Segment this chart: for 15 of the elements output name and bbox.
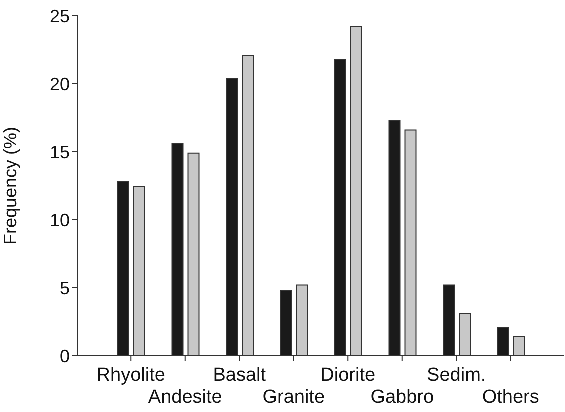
y-tick-label: 25 (50, 6, 70, 26)
y-tick-label: 10 (50, 210, 70, 230)
x-tick-label: Others (482, 387, 540, 408)
x-tick-label: Gabbro (370, 387, 434, 408)
x-tick-label: Granite (262, 387, 326, 408)
x-tick-label: Basalt (213, 365, 267, 386)
y-tick-label: 0 (60, 346, 70, 366)
y-tick-label: 5 (60, 278, 70, 298)
y-tick-label: 20 (50, 74, 70, 94)
y-axis-title: Frequency (%) (0, 126, 20, 246)
y-tick-label: 15 (50, 142, 70, 162)
x-tick-label: Andesite (148, 387, 222, 408)
x-tick-label: Sedim. (427, 365, 486, 386)
x-tick-label: Rhyolite (96, 365, 166, 386)
x-tick-label: Diorite (320, 365, 376, 386)
